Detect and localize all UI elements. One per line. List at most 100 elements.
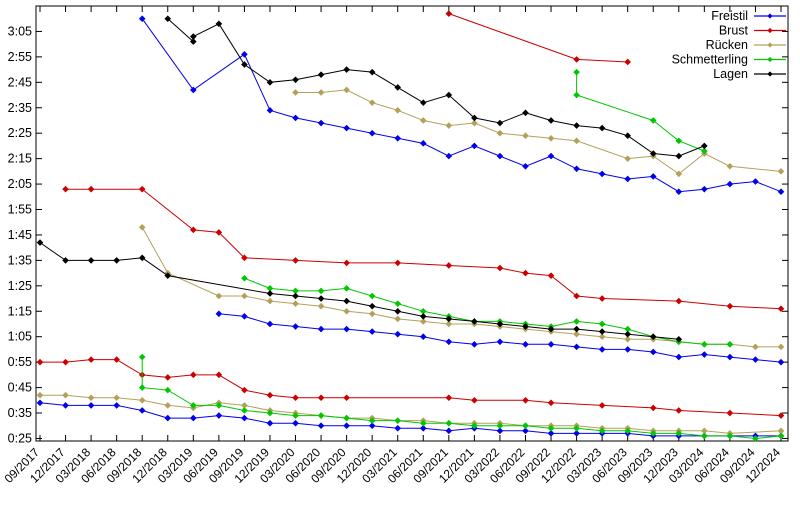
data-point — [138, 353, 146, 361]
series-Schmetterling (2) — [241, 274, 734, 348]
data-point — [598, 346, 606, 353]
data-point — [522, 396, 529, 404]
data-point — [496, 129, 504, 137]
data-point — [445, 427, 453, 435]
data-point — [317, 295, 325, 302]
data-point — [419, 313, 427, 320]
data-point — [598, 170, 606, 178]
data-point — [777, 412, 785, 419]
data-point — [445, 10, 453, 17]
data-point — [675, 353, 683, 361]
data-point — [547, 424, 555, 432]
y-tick-label: 2:15 — [8, 152, 32, 166]
data-point — [649, 333, 657, 341]
data-point — [675, 297, 683, 305]
data-point — [241, 402, 248, 409]
data-point — [675, 188, 683, 196]
data-point — [471, 422, 478, 430]
data-point — [368, 68, 376, 76]
data-point — [292, 89, 299, 96]
data-point — [241, 414, 248, 422]
data-point — [471, 341, 478, 348]
data-point — [317, 89, 325, 96]
data-point — [317, 422, 325, 430]
data-point — [241, 61, 248, 68]
data-point — [547, 325, 555, 333]
data-point — [752, 343, 759, 351]
data-point — [368, 292, 376, 300]
data-point — [496, 320, 504, 328]
data-point — [343, 259, 350, 267]
data-point — [726, 180, 734, 188]
data-point — [394, 300, 402, 307]
data-point — [777, 305, 785, 313]
data-point — [573, 165, 580, 173]
data-point — [138, 384, 146, 391]
series-Freistil (1) — [36, 399, 785, 440]
y-tick-label: 1:35 — [8, 253, 32, 267]
data-point — [471, 119, 478, 127]
data-point — [573, 424, 580, 432]
data-point — [701, 147, 708, 155]
data-point — [36, 358, 44, 366]
data-point — [419, 307, 427, 315]
data-point — [215, 292, 223, 300]
data-point — [726, 162, 734, 170]
data-point — [471, 114, 478, 122]
data-point — [138, 396, 146, 404]
data-point — [547, 117, 555, 124]
data-point — [726, 341, 734, 348]
data-point — [266, 391, 274, 399]
data-point — [343, 422, 350, 430]
data-point — [471, 142, 478, 150]
data-point — [292, 76, 299, 84]
data-point — [522, 422, 529, 430]
data-point — [445, 338, 453, 346]
legend-label: Lagen — [713, 67, 748, 81]
data-point — [317, 287, 325, 295]
y-tick-label: 0:25 — [8, 431, 32, 445]
data-point — [624, 346, 631, 353]
data-point — [701, 427, 708, 435]
data-point — [164, 402, 172, 409]
data-point — [419, 99, 427, 106]
data-point — [266, 106, 274, 114]
data-point — [266, 79, 274, 86]
legend-label: Schmetterling — [672, 53, 748, 67]
legend-label: Freistil — [711, 9, 748, 23]
data-point — [164, 386, 172, 394]
data-point — [419, 117, 427, 124]
series-Schmetterling (3) — [573, 68, 708, 155]
data-point — [726, 353, 734, 361]
data-point — [752, 178, 759, 185]
data-point — [522, 427, 529, 435]
data-point — [164, 374, 172, 381]
data-point — [649, 404, 657, 412]
data-point — [649, 117, 657, 124]
data-point — [343, 285, 350, 292]
data-point — [777, 188, 785, 196]
data-point — [573, 330, 580, 338]
series-Rücken (3) — [292, 86, 785, 178]
data-point — [598, 124, 606, 132]
data-point — [445, 315, 453, 323]
data-point — [445, 394, 453, 402]
legend-point-sample — [767, 42, 773, 48]
data-point — [496, 422, 504, 430]
y-tick-label: 1:55 — [8, 203, 32, 217]
data-point — [292, 412, 299, 419]
legend-point-sample — [767, 27, 773, 34]
y-tick-label: 1:05 — [8, 330, 32, 344]
data-point — [164, 272, 172, 279]
data-point — [547, 272, 555, 279]
y-tick-label: 0:45 — [8, 381, 32, 395]
data-point — [368, 129, 376, 137]
data-point — [522, 269, 529, 277]
data-point — [598, 402, 606, 409]
data-point — [292, 257, 299, 264]
data-point — [36, 391, 44, 399]
data-point — [343, 414, 350, 422]
